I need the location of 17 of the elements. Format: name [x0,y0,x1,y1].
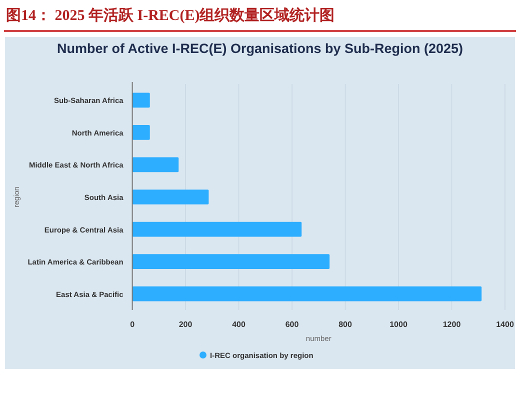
bar [132,222,302,237]
bar [132,254,330,269]
bar [132,190,209,204]
bar [132,125,150,140]
chart-title: 图14： 2025 年活跃 I-REC(E)组织数量区域统计图 [6,7,335,24]
x-tick-label: 600 [285,320,300,329]
x-tick-label: 1400 [496,320,514,329]
x-tick-label: 400 [232,320,246,329]
bar [132,157,179,172]
x-tick-label: 200 [178,320,193,329]
bar [132,92,150,108]
bar [132,286,482,302]
x-tick-label: 1000 [390,320,408,329]
x-tick-label: 1200 [442,320,462,329]
chart-subtitle: Number of Active I-REC(E) Organisations by Sub-Region (2025) [56,41,464,56]
x-tick-label: 0 [130,320,136,329]
x-tick-label: 800 [338,320,352,329]
